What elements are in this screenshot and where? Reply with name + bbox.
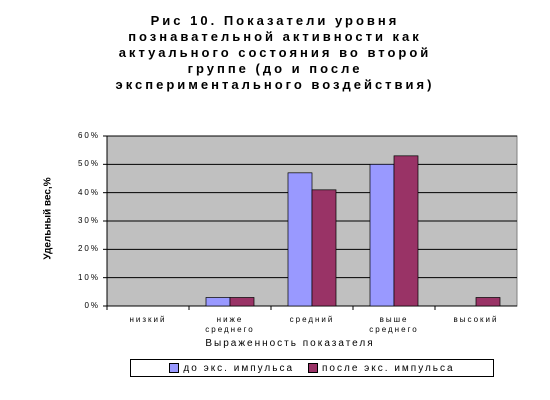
legend-item: после экс. импульса [308, 363, 455, 374]
bar [475, 297, 501, 307]
title-line: экспериментального воздействия) [115, 77, 435, 92]
bar [311, 189, 337, 307]
legend-item: до экс. импульса [169, 363, 294, 374]
title-line: Рис 10. Показатели уровня [150, 13, 400, 28]
title-line: актуального состояния во второй [118, 45, 432, 60]
bar [205, 297, 231, 307]
x-tick-label: низкий [129, 315, 167, 324]
chart-title: Рис 10. Показатели уровня познавательной … [0, 13, 550, 93]
y-tick-label: 0% [84, 301, 100, 310]
x-tick-label: выше среднего [369, 315, 419, 334]
y-tick-label: 30% [77, 216, 100, 225]
bar [287, 172, 313, 307]
x-tick-label: ниже среднего [205, 315, 255, 334]
bar [229, 297, 255, 307]
x-tick-label: средний [289, 315, 335, 324]
legend-label: после экс. импульса [322, 362, 455, 374]
y-tick-label: 60% [77, 131, 100, 140]
x-tick-label: высокий [453, 315, 499, 324]
legend: до экс. импульса после экс. импульса [130, 359, 494, 377]
bar [393, 155, 419, 307]
title-line: познавательной активности как [128, 29, 422, 44]
y-tick-label: 10% [77, 272, 100, 282]
x-axis-label: Выраженность показателя [205, 338, 375, 349]
y-tick-label: 50% [77, 159, 100, 169]
legend-label: до экс. импульса [183, 362, 295, 374]
legend-swatch [169, 363, 180, 373]
title-line: группе (до и после [187, 61, 363, 76]
legend-swatch [308, 363, 319, 373]
y-tick-label: 40% [77, 187, 100, 197]
bar [369, 163, 395, 307]
y-tick-label: 20% [77, 244, 100, 254]
